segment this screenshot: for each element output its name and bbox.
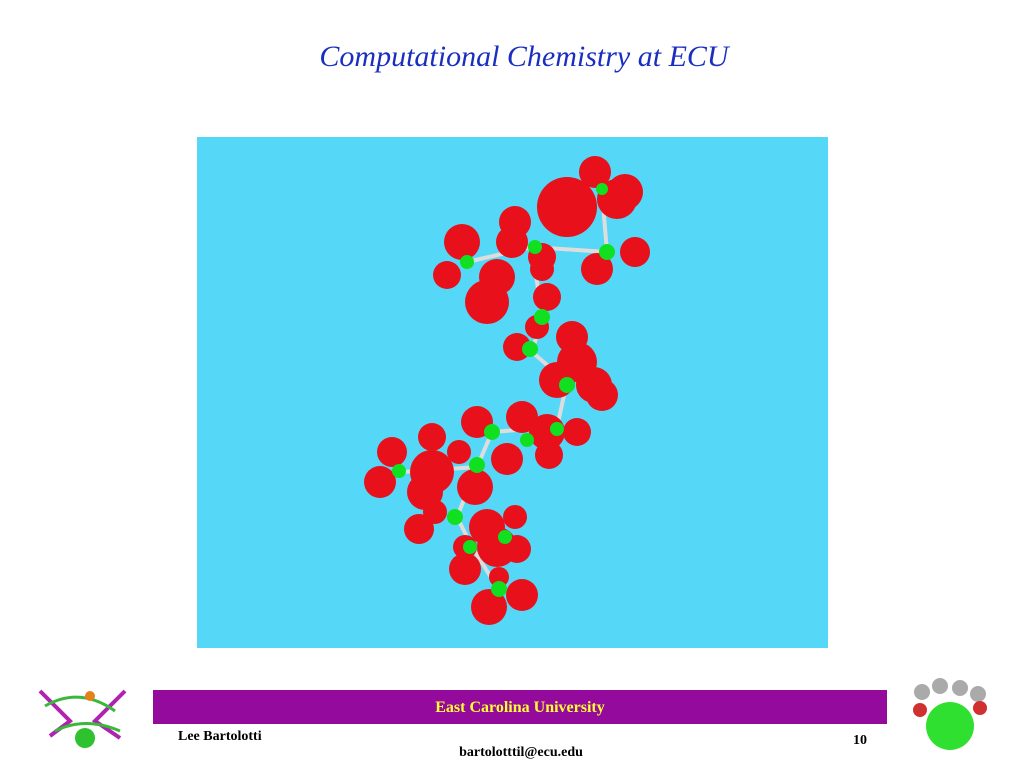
molecule-image [197, 137, 828, 648]
right-logo [913, 678, 987, 750]
footer-author: Lee Bartolotti [178, 729, 262, 744]
footer-banner: East Carolina University [435, 699, 605, 716]
footer-email: bartolotttil@ecu.edu [459, 745, 583, 760]
footer-band: East Carolina University [153, 690, 887, 724]
slide-title: Computational Chemistry at ECU [319, 40, 729, 73]
left-logo [38, 689, 127, 748]
page-number: 10 [853, 733, 867, 748]
